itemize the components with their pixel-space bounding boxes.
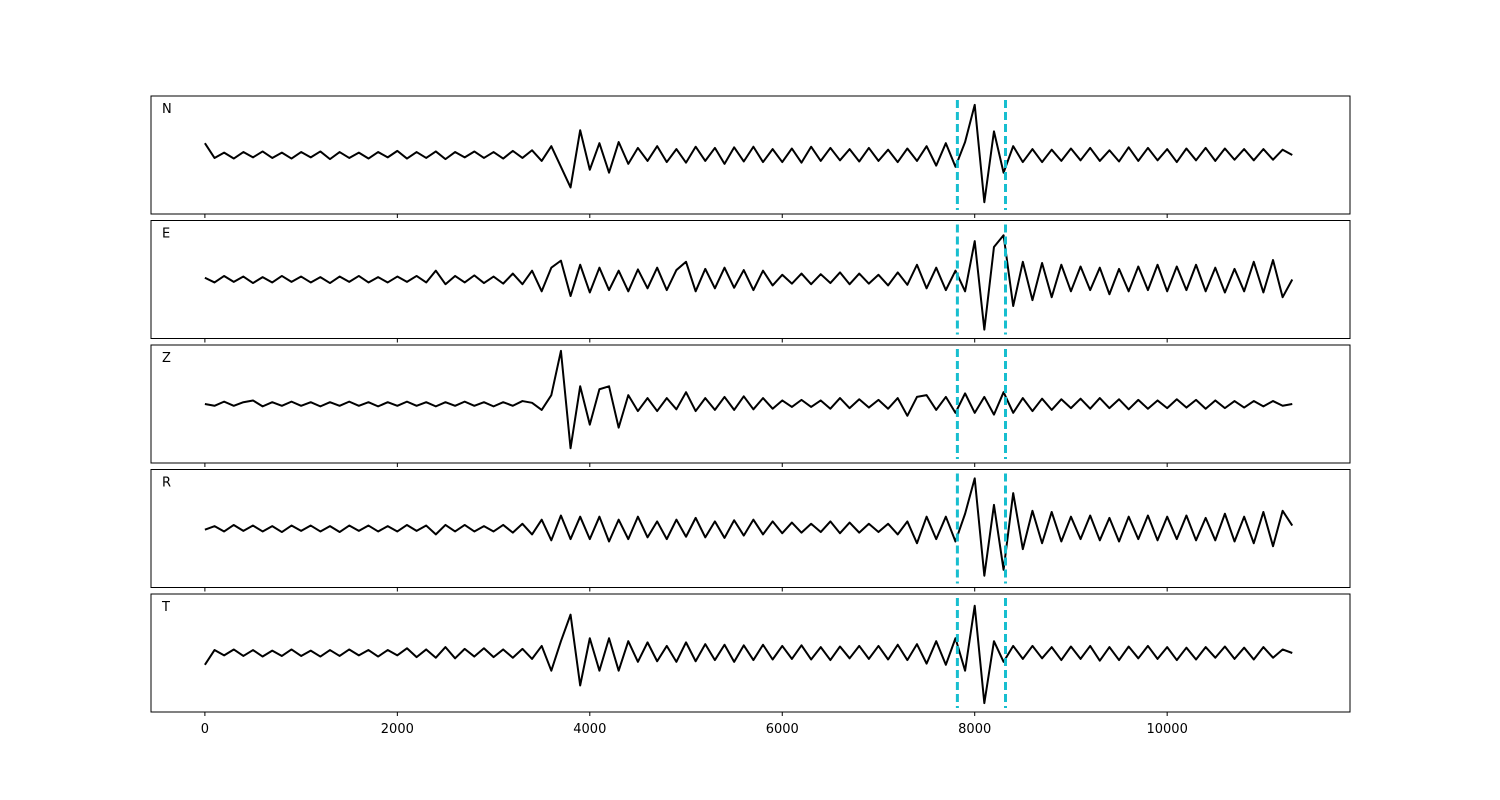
- panel-frame: [150, 469, 1351, 588]
- panel-label: E: [162, 227, 170, 242]
- x-tick-label: 4000: [573, 722, 606, 737]
- panel-label: Z: [162, 351, 171, 366]
- panel-label: N: [162, 102, 172, 117]
- waveform: [204, 103, 1293, 204]
- x-tick-label: 8000: [958, 722, 991, 737]
- waveform: [204, 349, 1293, 450]
- x-tick-label: 6000: [766, 722, 799, 737]
- waveform: [204, 234, 1294, 331]
- x-tick-label: 2000: [381, 722, 414, 737]
- panel-frame: [150, 95, 1351, 215]
- panel-frame: [150, 593, 1351, 713]
- x-tick-label: 10000: [1146, 722, 1187, 737]
- panel-frame: [150, 344, 1351, 464]
- waveform: [204, 477, 1294, 577]
- x-tick-label: 0: [201, 722, 209, 737]
- panel-label: R: [162, 476, 171, 491]
- waveform: [204, 604, 1293, 705]
- panel-label: T: [161, 600, 170, 615]
- panel-frame: [150, 220, 1351, 339]
